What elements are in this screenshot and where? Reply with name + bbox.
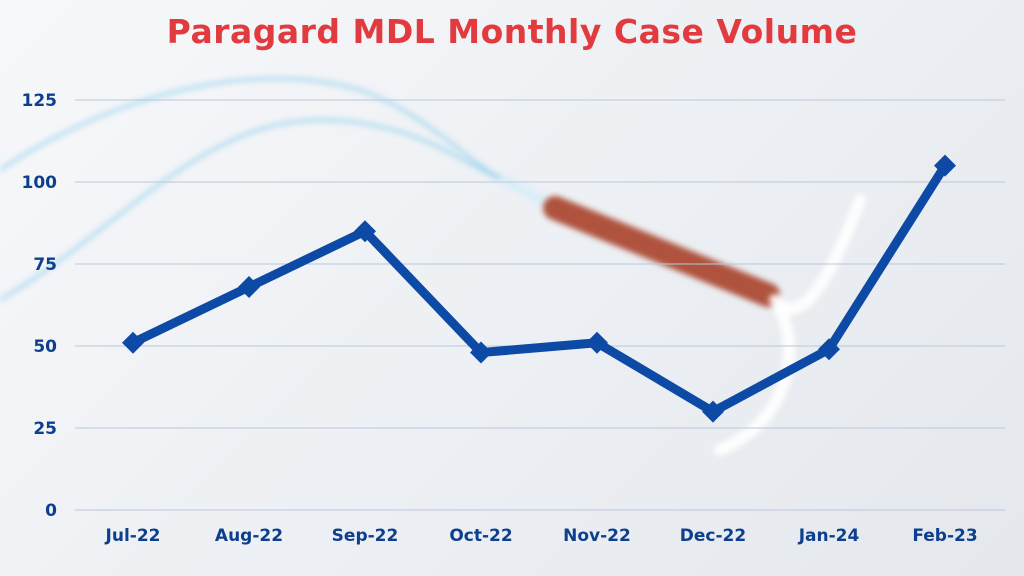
y-tick-label: 25 <box>33 419 57 439</box>
y-tick-label: 100 <box>22 173 58 193</box>
y-tick-label: 0 <box>45 501 57 521</box>
y-axis: 0 25 50 75 100 125 <box>22 91 58 521</box>
x-tick-label: Jan-24 <box>798 526 860 546</box>
x-tick-label: Nov-22 <box>563 526 631 546</box>
data-point <box>818 338 840 361</box>
data-point <box>702 400 724 423</box>
y-tick-label: 125 <box>22 91 58 111</box>
gridlines <box>75 99 1005 511</box>
series-case-volume <box>122 154 956 423</box>
chart-title: Paragard MDL Monthly Case Volume <box>166 12 858 51</box>
x-tick-label: Jul-22 <box>105 526 161 546</box>
data-point <box>586 331 608 354</box>
data-point <box>354 220 376 243</box>
data-point <box>122 331 144 354</box>
x-tick-label: Feb-23 <box>912 526 977 546</box>
x-tick-label: Sep-22 <box>332 526 399 546</box>
x-tick-label: Dec-22 <box>680 526 746 546</box>
x-axis: Jul-22 Aug-22 Sep-22 Oct-22 Nov-22 Dec-22 Jan-… <box>105 526 978 546</box>
y-tick-label: 75 <box>33 255 57 275</box>
data-point <box>238 275 260 298</box>
x-tick-label: Oct-22 <box>449 526 512 546</box>
x-tick-label: Aug-22 <box>215 526 283 546</box>
data-point <box>470 341 492 364</box>
series-line <box>128 161 950 417</box>
data-point <box>934 154 956 177</box>
y-tick-label: 50 <box>33 337 57 357</box>
